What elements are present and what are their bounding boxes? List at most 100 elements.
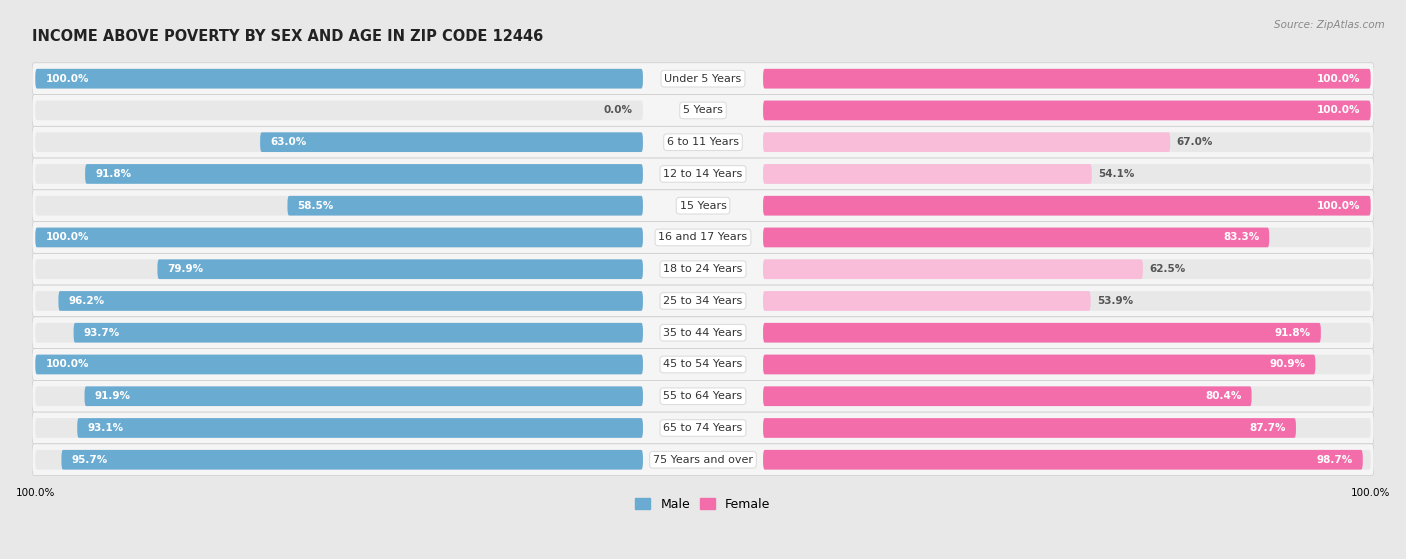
FancyBboxPatch shape <box>73 323 643 343</box>
Text: Source: ZipAtlas.com: Source: ZipAtlas.com <box>1274 20 1385 30</box>
Text: 54.1%: 54.1% <box>1098 169 1135 179</box>
FancyBboxPatch shape <box>763 450 1362 470</box>
FancyBboxPatch shape <box>260 132 643 152</box>
Legend: Male, Female: Male, Female <box>630 493 776 516</box>
FancyBboxPatch shape <box>35 450 643 470</box>
FancyBboxPatch shape <box>32 412 1374 444</box>
Text: INCOME ABOVE POVERTY BY SEX AND AGE IN ZIP CODE 12446: INCOME ABOVE POVERTY BY SEX AND AGE IN Z… <box>32 29 543 44</box>
FancyBboxPatch shape <box>763 291 1371 311</box>
FancyBboxPatch shape <box>763 101 1371 120</box>
Text: 95.7%: 95.7% <box>72 454 108 465</box>
FancyBboxPatch shape <box>763 291 1091 311</box>
FancyBboxPatch shape <box>35 291 643 311</box>
FancyBboxPatch shape <box>763 259 1143 279</box>
Text: 80.4%: 80.4% <box>1205 391 1241 401</box>
FancyBboxPatch shape <box>763 196 1371 216</box>
FancyBboxPatch shape <box>35 101 643 120</box>
FancyBboxPatch shape <box>35 69 643 88</box>
FancyBboxPatch shape <box>763 69 1371 88</box>
Text: 91.8%: 91.8% <box>1275 328 1310 338</box>
FancyBboxPatch shape <box>157 259 643 279</box>
Text: 12 to 14 Years: 12 to 14 Years <box>664 169 742 179</box>
FancyBboxPatch shape <box>35 132 643 152</box>
FancyBboxPatch shape <box>62 450 643 470</box>
Text: 63.0%: 63.0% <box>270 137 307 147</box>
Text: 75 Years and over: 75 Years and over <box>652 454 754 465</box>
FancyBboxPatch shape <box>86 164 643 184</box>
FancyBboxPatch shape <box>59 291 643 311</box>
FancyBboxPatch shape <box>763 418 1371 438</box>
Text: 93.7%: 93.7% <box>83 328 120 338</box>
FancyBboxPatch shape <box>35 69 643 88</box>
FancyBboxPatch shape <box>35 164 643 184</box>
FancyBboxPatch shape <box>763 450 1371 470</box>
FancyBboxPatch shape <box>287 196 643 216</box>
FancyBboxPatch shape <box>763 354 1371 375</box>
FancyBboxPatch shape <box>32 317 1374 349</box>
Text: 91.9%: 91.9% <box>94 391 131 401</box>
Text: 15 Years: 15 Years <box>679 201 727 211</box>
FancyBboxPatch shape <box>763 164 1092 184</box>
Text: 6 to 11 Years: 6 to 11 Years <box>666 137 740 147</box>
FancyBboxPatch shape <box>35 228 643 247</box>
Text: 67.0%: 67.0% <box>1177 137 1213 147</box>
Text: 5 Years: 5 Years <box>683 106 723 116</box>
Text: 100.0%: 100.0% <box>45 359 89 369</box>
FancyBboxPatch shape <box>763 386 1251 406</box>
FancyBboxPatch shape <box>35 386 643 406</box>
FancyBboxPatch shape <box>35 323 643 343</box>
FancyBboxPatch shape <box>763 386 1371 406</box>
FancyBboxPatch shape <box>763 228 1270 247</box>
FancyBboxPatch shape <box>32 158 1374 190</box>
Text: 87.7%: 87.7% <box>1250 423 1286 433</box>
Text: 35 to 44 Years: 35 to 44 Years <box>664 328 742 338</box>
FancyBboxPatch shape <box>763 323 1320 343</box>
FancyBboxPatch shape <box>763 259 1371 279</box>
FancyBboxPatch shape <box>763 196 1371 216</box>
Text: 79.9%: 79.9% <box>167 264 204 274</box>
FancyBboxPatch shape <box>32 94 1374 126</box>
Text: 96.2%: 96.2% <box>69 296 104 306</box>
FancyBboxPatch shape <box>763 228 1371 247</box>
FancyBboxPatch shape <box>35 196 643 216</box>
FancyBboxPatch shape <box>35 259 643 279</box>
FancyBboxPatch shape <box>763 69 1371 88</box>
FancyBboxPatch shape <box>32 444 1374 476</box>
Text: 100.0%: 100.0% <box>45 233 89 243</box>
FancyBboxPatch shape <box>763 323 1371 343</box>
FancyBboxPatch shape <box>32 285 1374 317</box>
Text: 100.0%: 100.0% <box>1317 106 1361 116</box>
FancyBboxPatch shape <box>35 418 643 438</box>
FancyBboxPatch shape <box>32 349 1374 380</box>
Text: 16 and 17 Years: 16 and 17 Years <box>658 233 748 243</box>
Text: Under 5 Years: Under 5 Years <box>665 74 741 84</box>
FancyBboxPatch shape <box>32 221 1374 253</box>
Text: 53.9%: 53.9% <box>1097 296 1133 306</box>
Text: 45 to 54 Years: 45 to 54 Years <box>664 359 742 369</box>
Text: 58.5%: 58.5% <box>298 201 333 211</box>
FancyBboxPatch shape <box>32 126 1374 158</box>
FancyBboxPatch shape <box>763 101 1371 120</box>
Text: 100.0%: 100.0% <box>1317 201 1361 211</box>
Text: 93.1%: 93.1% <box>87 423 124 433</box>
FancyBboxPatch shape <box>32 63 1374 94</box>
FancyBboxPatch shape <box>32 380 1374 412</box>
Text: 98.7%: 98.7% <box>1316 454 1353 465</box>
FancyBboxPatch shape <box>763 132 1170 152</box>
Text: 83.3%: 83.3% <box>1223 233 1260 243</box>
FancyBboxPatch shape <box>35 354 643 375</box>
Text: 90.9%: 90.9% <box>1270 359 1305 369</box>
FancyBboxPatch shape <box>84 386 643 406</box>
Text: 91.8%: 91.8% <box>96 169 131 179</box>
Text: 100.0%: 100.0% <box>45 74 89 84</box>
FancyBboxPatch shape <box>763 354 1316 375</box>
Text: 62.5%: 62.5% <box>1150 264 1185 274</box>
Text: 25 to 34 Years: 25 to 34 Years <box>664 296 742 306</box>
FancyBboxPatch shape <box>77 418 643 438</box>
Text: 18 to 24 Years: 18 to 24 Years <box>664 264 742 274</box>
FancyBboxPatch shape <box>35 354 643 375</box>
Text: 0.0%: 0.0% <box>605 106 633 116</box>
FancyBboxPatch shape <box>763 132 1371 152</box>
Text: 55 to 64 Years: 55 to 64 Years <box>664 391 742 401</box>
FancyBboxPatch shape <box>32 253 1374 285</box>
